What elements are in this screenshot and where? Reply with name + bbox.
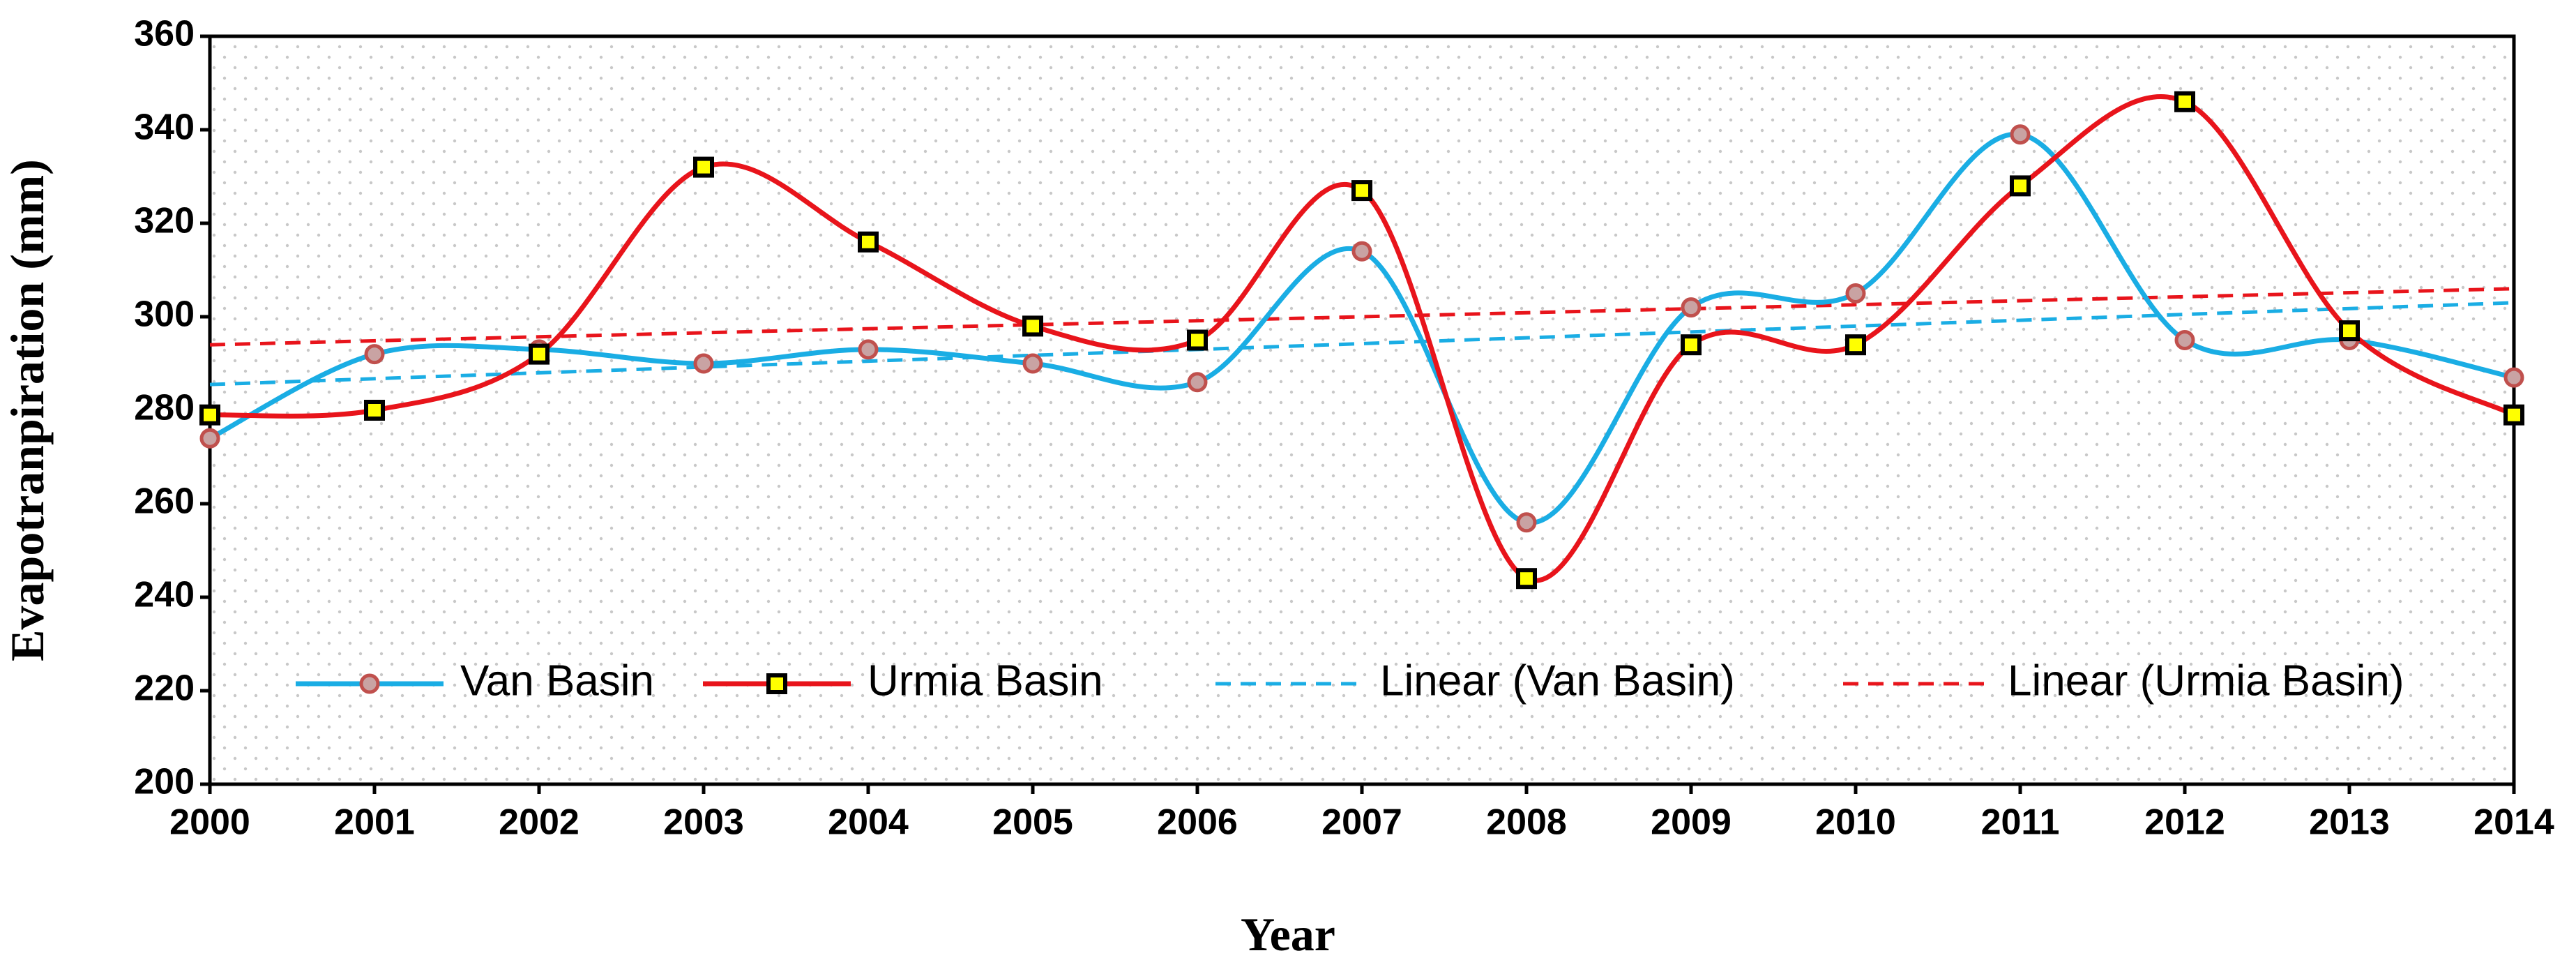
data-point [199,428,220,449]
data-point [1845,334,1866,356]
legend-label: Linear (Urmia Basin) [2008,657,2404,705]
y-tick-label: 260 [134,481,195,522]
legend-label: Linear (Van Basin) [1380,657,1735,705]
data-point [199,404,220,426]
x-tick-label: 2011 [1981,802,2060,843]
x-tick-label: 2002 [499,802,579,843]
data-point [1516,568,1537,590]
x-tick-label: 2010 [1815,802,1896,843]
x-tick-label: 2004 [828,802,909,843]
y-tick-label: 220 [134,668,195,709]
x-tick-label: 2000 [169,802,250,843]
legend-marker [359,673,380,694]
data-point [1845,283,1866,303]
x-tick-label: 2001 [334,802,415,843]
x-tick-label: 2003 [663,802,744,843]
x-tick-label: 2009 [1651,802,1732,843]
data-point [1516,512,1537,533]
y-tick-label: 360 [134,14,195,54]
trend-line [209,287,2515,347]
y-axis-title: Evapotranpiration (mm) [1,159,54,661]
x-axis-title: Year [1241,908,1335,961]
data-point [2503,404,2524,426]
data-point [693,353,714,374]
data-point [1187,329,1208,351]
data-point [529,343,550,365]
data-point [1351,180,1372,202]
x-tick-label: 2005 [992,802,1073,843]
y-tick-label: 200 [134,762,195,802]
y-tick-label: 340 [134,107,195,148]
y-tick-label: 320 [134,201,195,241]
data-point [1022,353,1043,374]
data-point [364,400,385,421]
data-point [2339,320,2360,342]
data-point [858,339,879,360]
data-point [1022,315,1043,337]
data-point [2010,124,2031,145]
data-point [2010,175,2031,197]
x-tick-label: 2006 [1157,802,1238,843]
legend-marker [766,673,787,694]
x-tick-label: 2012 [2144,802,2225,843]
data-point [1681,334,1702,356]
data-point [693,156,714,178]
data-point [2174,330,2195,350]
y-tick-label: 240 [134,575,195,615]
series-line [209,132,2515,525]
x-tick-label: 2013 [2309,802,2390,843]
data-point [858,231,879,253]
trend-line [209,301,2515,387]
series-line [209,94,2515,583]
legend-label: Urmia Basin [867,657,1103,705]
data-point [2503,367,2524,388]
x-tick-label: 2014 [2473,802,2554,843]
legend-label: Van Basin [460,657,654,705]
x-tick-label: 2008 [1486,802,1567,843]
plot-background [210,36,2514,784]
data-point [364,344,385,365]
data-point [1351,241,1372,262]
y-tick-label: 300 [134,294,195,335]
data-point [1681,297,1702,318]
data-point [2174,91,2195,112]
y-tick-label: 280 [134,388,195,428]
data-point [1187,372,1208,393]
x-tick-label: 2007 [1321,802,1402,843]
